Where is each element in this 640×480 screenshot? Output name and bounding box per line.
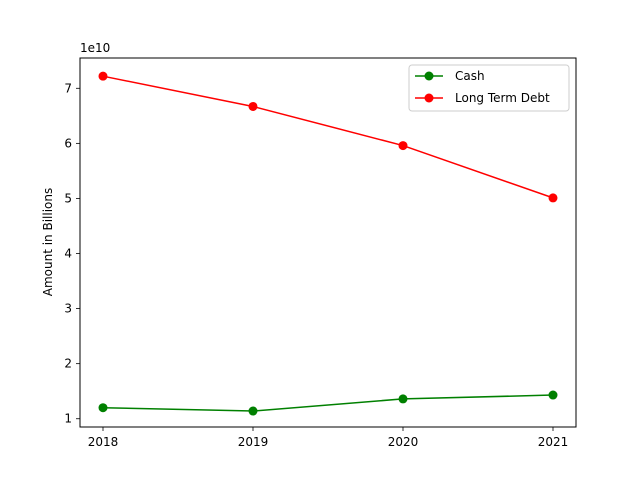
legend-marker-cash: [424, 71, 434, 81]
data-point-long-term-debt-2018: [98, 71, 108, 81]
y-tick-label-7: 7: [64, 81, 72, 95]
data-point-cash-2021: [548, 390, 558, 400]
series-layer: [98, 71, 558, 416]
y-tick-label-6: 6: [64, 136, 72, 150]
data-point-long-term-debt-2019: [248, 101, 258, 111]
x-axis-ticks: 2018 2019 2020 2021: [88, 427, 569, 449]
x-tick-label-2020: 2020: [388, 435, 419, 449]
data-point-long-term-debt-2020: [398, 141, 408, 151]
data-point-long-term-debt-2021: [548, 193, 558, 203]
series-line-long-term-debt: [102, 75, 554, 199]
y-tick-label-2: 2: [64, 357, 72, 371]
x-tick-label-2021: 2021: [538, 435, 569, 449]
y-tick-label-5: 5: [64, 191, 72, 205]
legend-label-long-term-debt: Long Term Debt: [455, 91, 550, 105]
legend: Cash Long Term Debt: [408, 64, 570, 112]
data-point-cash-2018: [98, 403, 108, 413]
y-tick-label-1: 1: [64, 412, 72, 426]
y-axis-label: Amount in Billions: [41, 188, 55, 297]
y-tick-label-4: 4: [64, 247, 72, 261]
y-axis-offset-label: 1e10: [80, 41, 110, 55]
legend-marker-long-term-debt: [424, 93, 434, 103]
data-point-cash-2019: [248, 406, 258, 416]
plot-area: [79, 57, 577, 428]
series-line-cash: [102, 394, 554, 412]
legend-label-cash: Cash: [455, 69, 485, 83]
x-tick-label-2018: 2018: [88, 435, 119, 449]
x-tick-label-2019: 2019: [238, 435, 269, 449]
y-axis-ticks: 1 2 3 4 5 6 7: [64, 81, 80, 426]
data-point-cash-2020: [398, 394, 408, 404]
y-tick-label-3: 3: [64, 302, 72, 316]
legend-frame: [408, 64, 570, 112]
